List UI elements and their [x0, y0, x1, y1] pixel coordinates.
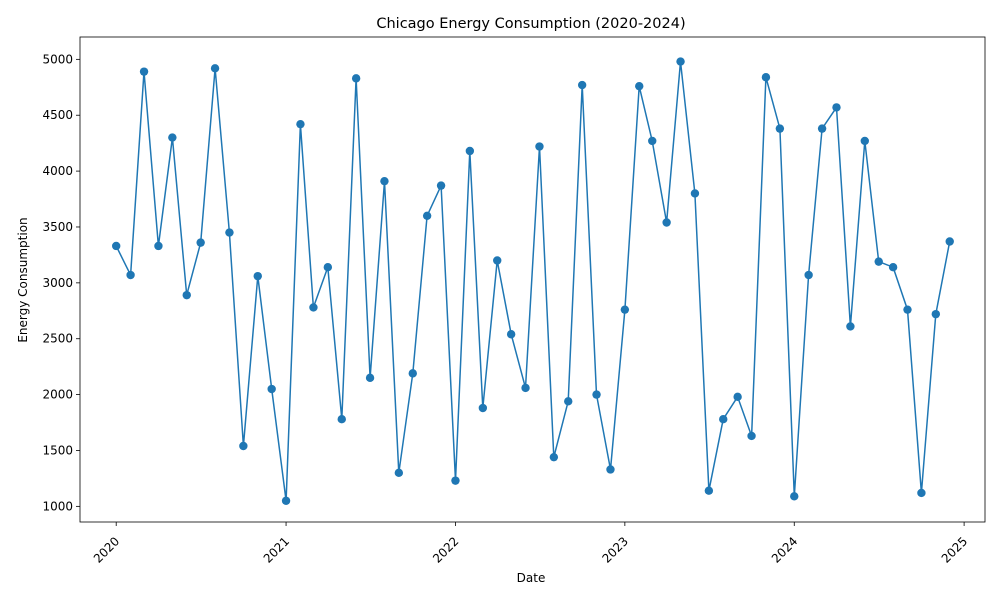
data-point [478, 403, 488, 413]
data-point [917, 488, 926, 498]
data-point [690, 189, 700, 198]
chart-title: Chicago Energy Consumption (2020-2024) [376, 16, 685, 32]
data-point [408, 369, 417, 378]
data-point [394, 468, 404, 478]
data-point [635, 81, 644, 91]
y-tick-label: 4500 [42, 108, 73, 122]
data-point [592, 390, 601, 399]
data-point [296, 119, 305, 129]
data-point [775, 124, 785, 133]
data-point [704, 486, 714, 495]
data-point [804, 270, 813, 280]
data-point [422, 211, 432, 221]
data-point [549, 452, 559, 462]
y-tick-label: 1500 [42, 443, 73, 457]
data-point [719, 414, 728, 424]
data-point [817, 124, 827, 133]
data-point [606, 465, 615, 474]
y-tick-label: 3000 [42, 276, 73, 290]
data-point [535, 142, 544, 151]
series-line [115, 61, 951, 501]
data-point [945, 237, 954, 246]
data-point [733, 392, 742, 402]
data-point [210, 64, 220, 73]
data-point [337, 414, 346, 424]
y-tick-label: 5000 [42, 52, 73, 66]
data-point [874, 257, 883, 266]
y-axis: 1000 1500 2000 2500 3000 3500 4000 4500 5000 [42, 52, 80, 513]
data-point [506, 330, 516, 339]
data-point [832, 103, 841, 112]
y-tick-label: 2000 [42, 388, 73, 402]
data-point [126, 270, 135, 280]
x-axis-label: Date [517, 571, 546, 585]
data-point [196, 238, 205, 247]
y-tick-label: 1000 [42, 499, 73, 513]
data-point [239, 441, 248, 451]
data-point [620, 305, 630, 314]
plot-frame [79, 36, 986, 523]
data-point [747, 431, 756, 441]
data-point [351, 74, 361, 83]
data-point [281, 496, 291, 505]
data-point [676, 57, 685, 66]
data-point [493, 256, 502, 265]
data-point [790, 492, 799, 501]
y-tick-label: 2500 [42, 332, 73, 346]
data-point [761, 73, 771, 82]
data-point [451, 476, 460, 485]
data-point [154, 241, 163, 251]
data-point [182, 290, 191, 300]
data-point [365, 373, 375, 383]
data-point [521, 383, 530, 393]
data-point [112, 241, 121, 251]
data-point [267, 384, 276, 394]
y-tick-label: 3500 [42, 220, 73, 234]
data-point [168, 133, 177, 142]
data-point [139, 67, 149, 76]
data-point [323, 263, 333, 272]
y-axis-label: Energy Consumption [16, 217, 30, 342]
data-point [577, 80, 587, 90]
data-point [309, 303, 318, 312]
data-point [888, 263, 898, 272]
data-point [903, 305, 912, 314]
data-point [225, 228, 234, 237]
data-point [253, 271, 262, 281]
data-point [648, 136, 657, 146]
data-point [436, 181, 446, 190]
data-point [662, 218, 671, 227]
data-point [380, 176, 389, 186]
data-point [465, 146, 475, 156]
data-point [846, 322, 855, 331]
y-tick-label: 4000 [42, 164, 73, 178]
data-point [564, 397, 573, 406]
series-layer [112, 57, 954, 505]
data-point [860, 136, 869, 146]
plot-area [79, 36, 986, 523]
data-point [931, 309, 941, 319]
